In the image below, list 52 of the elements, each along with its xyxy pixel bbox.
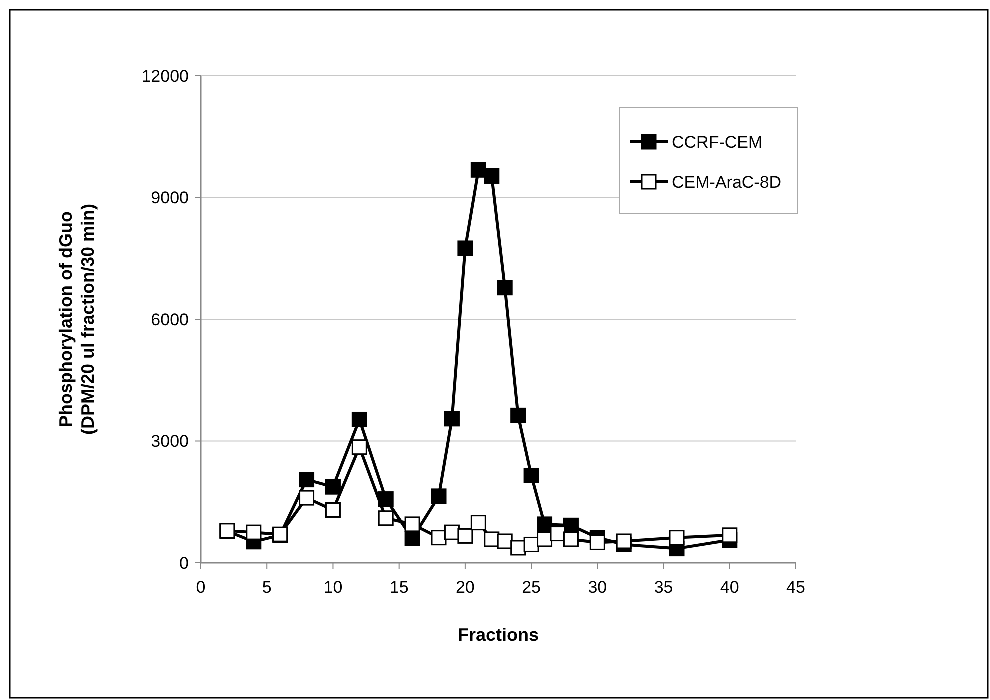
point <box>524 536 540 552</box>
point <box>404 516 420 532</box>
point <box>484 168 500 184</box>
y-tick-label: 3000 <box>151 432 189 452</box>
point <box>299 472 315 488</box>
point <box>484 532 500 548</box>
y-tick-label: 0 <box>180 554 189 573</box>
y-tick-label: 12000 <box>142 66 189 86</box>
point <box>669 530 685 546</box>
point <box>510 540 526 556</box>
point <box>497 534 513 550</box>
point <box>590 534 606 550</box>
x-tick-label: 5 <box>262 578 272 597</box>
x-tick-label: 10 <box>324 578 343 597</box>
legend-label: CCRF-CEM <box>672 132 763 152</box>
point <box>325 479 341 495</box>
point <box>537 532 553 548</box>
x-tick-label: 45 <box>786 578 806 597</box>
y-axis-title: Phosphorylation of dGuo (DPM/20 ul fraction/30 min) <box>56 204 98 436</box>
point <box>378 510 394 526</box>
point <box>616 534 632 550</box>
point <box>470 515 486 531</box>
x-tick-label: 40 <box>720 578 740 597</box>
x-tick-label: 15 <box>390 578 409 597</box>
point <box>470 162 486 178</box>
point <box>404 530 420 546</box>
x-tick-label: 35 <box>654 578 674 597</box>
point <box>325 502 341 518</box>
legend-label: CEM-AraC-8D <box>672 172 782 192</box>
x-tick-label: 0 <box>196 578 206 597</box>
point <box>246 524 262 540</box>
point <box>563 532 579 548</box>
x-tick-label: 25 <box>522 578 542 597</box>
point <box>458 240 474 256</box>
point <box>352 440 368 456</box>
point <box>352 412 368 428</box>
point <box>431 488 447 504</box>
point <box>444 411 460 427</box>
point <box>458 528 474 544</box>
point <box>550 526 566 542</box>
x-tick-label: 30 <box>588 578 608 597</box>
point <box>431 530 447 546</box>
point <box>299 490 315 506</box>
y-tick-label: 9000 <box>151 188 189 208</box>
x-tick-label: 20 <box>456 578 475 597</box>
point <box>537 516 553 532</box>
x-axis-title: Fractions <box>458 625 540 645</box>
point <box>524 468 540 484</box>
point <box>722 528 738 544</box>
point <box>510 408 526 424</box>
y-tick-label: 6000 <box>151 310 189 330</box>
point <box>497 280 513 296</box>
